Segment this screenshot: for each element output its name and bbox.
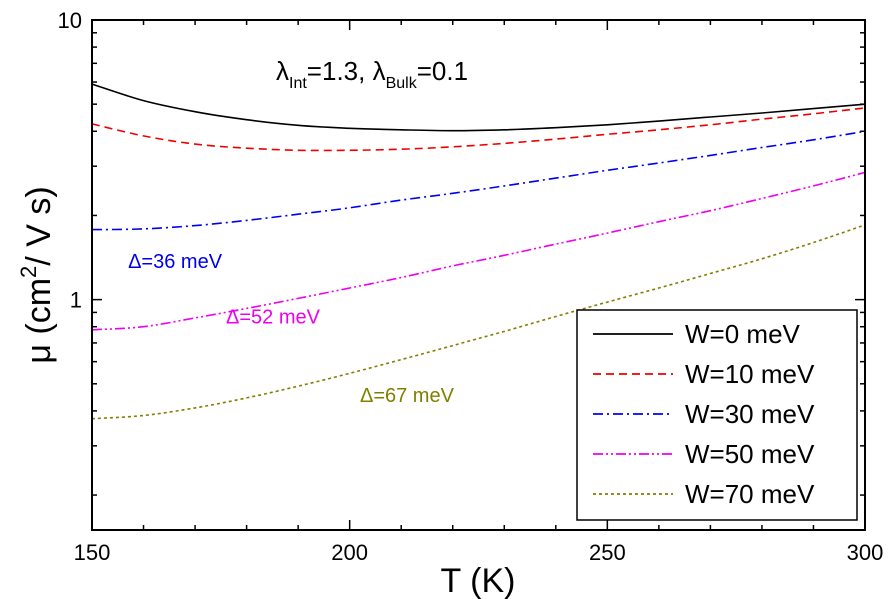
y-tick-label: 10 xyxy=(58,8,82,33)
x-axis-label: T (K) xyxy=(441,562,516,599)
x-tick-label: 250 xyxy=(589,540,626,565)
gap-annotation: Δ=67 meV xyxy=(360,385,455,407)
series-line-0 xyxy=(91,83,866,132)
axis-ticks: 150 200 250 300 1 10 xyxy=(58,8,884,565)
legend-label: W=10 meV xyxy=(685,359,815,389)
series-line-3 xyxy=(91,171,866,331)
legend-label: W=50 meV xyxy=(685,439,815,469)
x-tick-label: 150 xyxy=(74,540,111,565)
series-curves xyxy=(91,83,866,420)
legend: W=0 meV W=10 meV W=30 meV W=50 meV W=70 meV xyxy=(576,309,858,521)
parameter-annotation: λInt=1.3, λBulk=0.1 xyxy=(276,56,468,92)
series-line-1 xyxy=(91,107,866,152)
y-tick-label: 1 xyxy=(70,288,82,313)
legend-label: W=0 meV xyxy=(685,319,801,349)
legend-label: W=30 meV xyxy=(685,399,815,429)
legend-box xyxy=(576,309,858,521)
gap-annotations: Δ=36 meV Δ=52 meV Δ=67 meV xyxy=(128,251,455,407)
gap-annotation: Δ=36 meV xyxy=(128,251,223,273)
gap-annotation: Δ=52 meV xyxy=(226,307,321,329)
plot-frame xyxy=(91,19,866,531)
x-tick-label: 300 xyxy=(847,540,884,565)
x-tick-label: 200 xyxy=(331,540,368,565)
legend-label: W=70 meV xyxy=(685,479,815,509)
y-axis-label: μ (cm2/ V s) xyxy=(16,186,58,363)
series-line-2 xyxy=(91,130,866,231)
